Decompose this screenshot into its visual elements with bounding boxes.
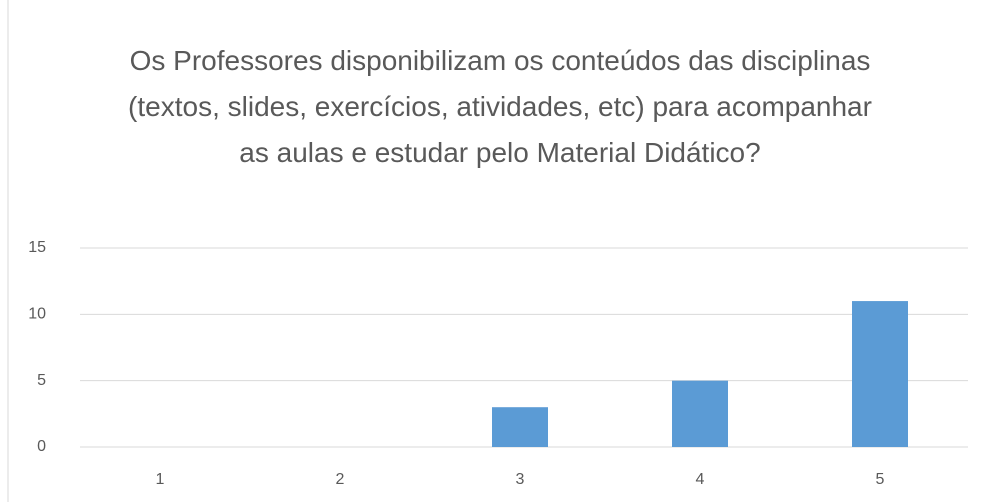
chart-title: Os Professores disponibilizam os conteúd… — [128, 45, 872, 168]
y-tick-label: 10 — [28, 306, 46, 323]
x-tick-label: 1 — [156, 471, 165, 488]
x-tick-label: 5 — [876, 471, 885, 488]
bar — [492, 407, 548, 447]
y-tick-label: 0 — [37, 438, 46, 455]
bar — [852, 301, 908, 447]
x-tick-label: 2 — [336, 471, 345, 488]
bar — [672, 380, 728, 447]
y-tick-label: 5 — [37, 372, 46, 389]
y-tick-label: 15 — [28, 239, 46, 256]
x-tick-label: 4 — [696, 471, 705, 488]
x-tick-label: 3 — [516, 471, 525, 488]
